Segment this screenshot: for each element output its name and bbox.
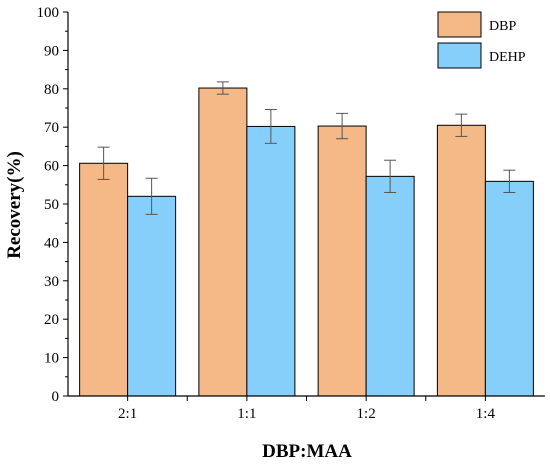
bar-dehp-2-1 (127, 195, 177, 397)
y-axis-title: Recovery(%) (4, 151, 25, 259)
bar-dehp-1-4 (484, 180, 534, 397)
x-tick-label: 1:4 (476, 406, 496, 422)
error-bar-dehp-2-1 (145, 177, 158, 215)
x-tick-label: 2:1 (118, 406, 137, 422)
error-bar-dehp-1-2 (384, 159, 397, 193)
legend-swatch-dehp (437, 42, 482, 69)
legend-label-dehp: DEHP (489, 50, 526, 65)
tick-labels-layer: 2:1 1:1 1:2 1:4 0 10 20 30 40 50 60 70 80 90 100 (37, 5, 496, 422)
y-tick-label: 70 (44, 120, 59, 136)
x-tick-label: 1:2 (357, 406, 376, 422)
legend-swatch-dbp (437, 11, 482, 38)
y-tick-label: 60 (44, 159, 59, 175)
bar-dehp-1-2 (365, 175, 415, 397)
y-tick-label: 90 (44, 43, 59, 59)
error-bar-dehp-1-1 (264, 109, 277, 144)
bar-dbp-1-4 (436, 124, 486, 397)
y-tick-label: 20 (44, 312, 59, 328)
x-axis-title: DBP:MAA (262, 441, 352, 462)
bar-dehp-1-1 (246, 125, 296, 397)
y-tick-label: 10 (44, 351, 59, 367)
error-bar-dbp-2-1 (97, 146, 110, 180)
bar-dbp-2-1 (79, 162, 129, 397)
legend-label-dbp: DBP (489, 19, 516, 34)
error-bar-dehp-1-4 (503, 169, 516, 193)
legend: DBP DEHP (437, 11, 526, 69)
y-tick-label: 80 (44, 82, 59, 98)
error-bar-dbp-1-2 (336, 112, 349, 140)
bars-layer (79, 87, 534, 397)
error-bars-layer (97, 81, 516, 215)
bar-dbp-1-1 (198, 87, 248, 397)
bar-dbp-1-2 (317, 125, 367, 397)
x-tick-label: 1:1 (237, 406, 256, 422)
y-tick-label: 50 (44, 197, 59, 213)
y-tick-label: 40 (44, 235, 59, 251)
axes-layer (63, 11, 545, 401)
y-tick-label: 0 (52, 389, 60, 405)
y-tick-label: 30 (44, 274, 59, 290)
error-bar-dbp-1-4 (455, 113, 468, 137)
error-bar-dbp-1-1 (216, 81, 229, 95)
y-tick-label: 100 (37, 5, 60, 21)
